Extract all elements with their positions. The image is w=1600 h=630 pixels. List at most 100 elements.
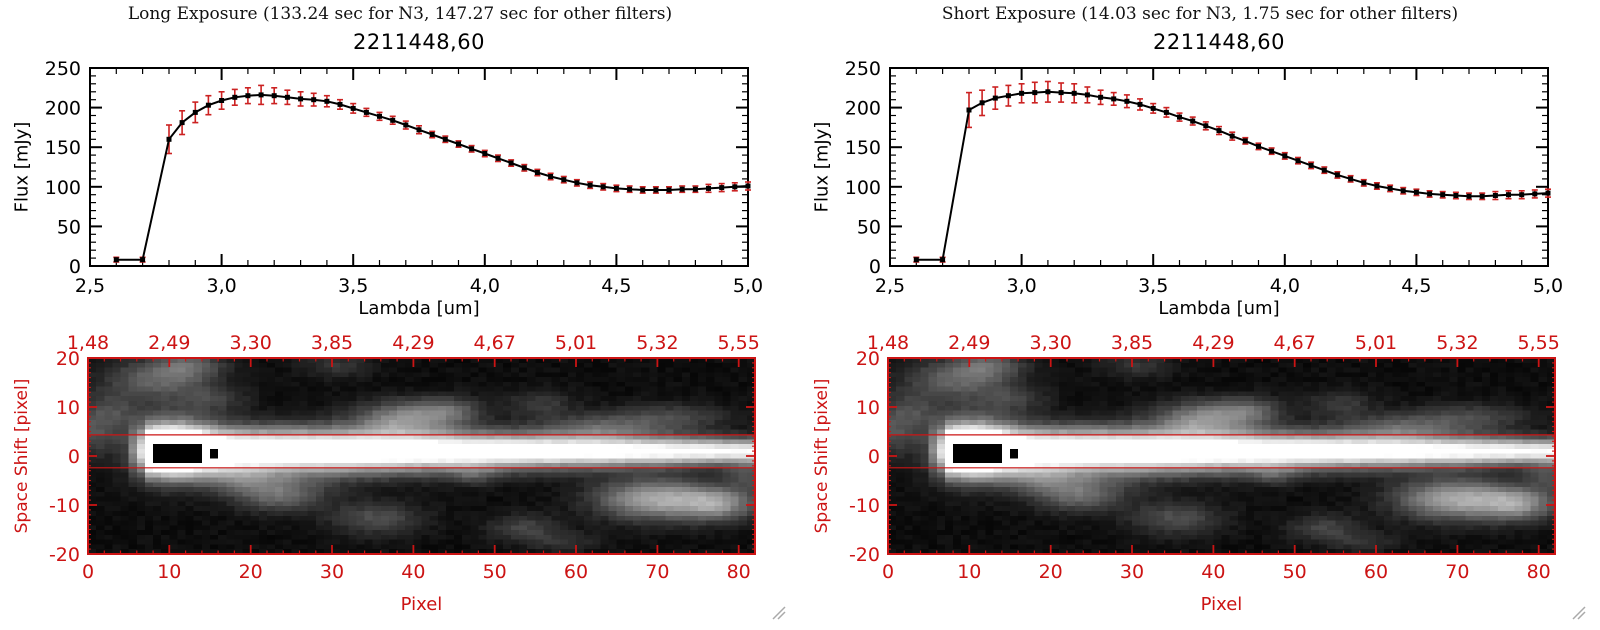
svg-text:-10: -10 [49, 495, 80, 517]
svg-text:5,01: 5,01 [1355, 332, 1397, 354]
svg-text:4,0: 4,0 [1270, 275, 1300, 297]
svg-text:250: 250 [45, 58, 81, 80]
svg-text:3,30: 3,30 [230, 332, 272, 354]
svg-text:3,0: 3,0 [1006, 275, 1036, 297]
svg-text:20: 20 [1039, 561, 1063, 583]
image-tick-labels: 1,48 0 2,49 10 3,30 20 3,85 30 4,29 40 4,67 50 5,01 6… [849, 332, 1560, 583]
svg-text:3,5: 3,5 [338, 275, 368, 297]
image-x-axis-label: Pixel [1200, 594, 1243, 615]
svg-text:20: 20 [56, 348, 80, 370]
image-tick-labels: 1,48 0 2,49 10 3,30 20 3,85 30 4,29 40 4,67 50 5,01 6… [49, 332, 760, 583]
svg-text:30: 30 [1120, 561, 1144, 583]
svg-text:50: 50 [1283, 561, 1307, 583]
svg-text:2,5: 2,5 [875, 275, 905, 297]
svg-text:10: 10 [56, 397, 80, 419]
spectral-image [888, 358, 1555, 554]
svg-text:4,5: 4,5 [601, 275, 631, 297]
svg-text:4,29: 4,29 [392, 332, 434, 354]
svg-text:200: 200 [45, 98, 81, 120]
svg-text:20: 20 [239, 561, 263, 583]
svg-text:150: 150 [45, 137, 81, 159]
svg-text:4,29: 4,29 [1192, 332, 1234, 354]
spectral-image-axes: 1,48 0 2,49 10 3,30 20 3,85 30 4,29 40 4,67 50 5,01 6… [49, 332, 760, 583]
spectral-image-axes: 1,48 0 2,49 10 3,30 20 3,85 30 4,29 40 4,67 50 5,01 6… [849, 332, 1560, 583]
svg-text:10: 10 [856, 397, 880, 419]
svg-text:5,0: 5,0 [733, 275, 763, 297]
svg-text:4,67: 4,67 [474, 332, 516, 354]
data-point-markers [913, 89, 1551, 263]
svg-text:50: 50 [857, 216, 881, 238]
image-x-axis-label: Pixel [400, 594, 443, 615]
svg-text:50: 50 [483, 561, 507, 583]
svg-text:10: 10 [157, 561, 181, 583]
svg-text:2,49: 2,49 [148, 332, 190, 354]
svg-text:2,49: 2,49 [948, 332, 990, 354]
image-y-axis-label: Space Shift [pixel] [812, 378, 832, 534]
svg-text:100: 100 [845, 177, 881, 199]
svg-text:30: 30 [320, 561, 344, 583]
svg-text:200: 200 [845, 98, 881, 120]
svg-text:4,0: 4,0 [470, 275, 500, 297]
svg-text:3,0: 3,0 [206, 275, 236, 297]
svg-text:0: 0 [69, 256, 81, 278]
exposure-panel-long: Long Exposure (133.24 sec for N3, 147.27… [12, 4, 788, 622]
svg-text:3,85: 3,85 [1111, 332, 1153, 354]
resize-grip[interactable] [770, 604, 788, 622]
svg-text:5,32: 5,32 [636, 332, 678, 354]
svg-text:-10: -10 [849, 495, 880, 517]
svg-text:250: 250 [845, 58, 881, 80]
svg-text:3,30: 3,30 [1030, 332, 1072, 354]
svg-text:40: 40 [1201, 561, 1225, 583]
spectrum-frame [889, 67, 1549, 267]
resize-grip[interactable] [1570, 604, 1588, 622]
spectrum-plot: 2,5 3,0 3,5 4,0 4,5 5,0 0 50 100 150 200 250 [45, 58, 763, 297]
svg-text:20: 20 [856, 348, 880, 370]
svg-text:80: 80 [1527, 561, 1551, 583]
spectrum-tick-labels: 2,5 3,0 3,5 4,0 4,5 5,0 0 50 100 150 200 250 [45, 58, 763, 297]
panel-title: Short Exposure (14.03 sec for N3, 1.75 s… [941, 4, 1459, 24]
spectrum-x-axis-label: Lambda [um] [1158, 298, 1280, 319]
panel-title: Long Exposure (133.24 sec for N3, 147.27… [127, 4, 673, 24]
svg-text:2,5: 2,5 [75, 275, 105, 297]
spectrum-x-axis-label: Lambda [um] [358, 298, 480, 319]
svg-text:100: 100 [45, 177, 81, 199]
svg-text:-20: -20 [49, 544, 80, 566]
svg-text:0: 0 [82, 561, 94, 583]
svg-text:4,5: 4,5 [1401, 275, 1431, 297]
svg-text:60: 60 [1364, 561, 1388, 583]
spectral-image [88, 358, 755, 554]
svg-text:-20: -20 [849, 544, 880, 566]
svg-text:5,0: 5,0 [1533, 275, 1563, 297]
spectrum-line [916, 90, 1549, 261]
svg-text:5,55: 5,55 [718, 332, 760, 354]
svg-text:80: 80 [727, 561, 751, 583]
spectrum-tick-labels: 2,5 3,0 3,5 4,0 4,5 5,0 0 50 100 150 200 250 [845, 58, 1563, 297]
svg-text:3,85: 3,85 [311, 332, 353, 354]
aperture-lines [88, 434, 755, 469]
svg-text:70: 70 [1445, 561, 1469, 583]
svg-text:5,32: 5,32 [1436, 332, 1478, 354]
svg-text:5,55: 5,55 [1518, 332, 1560, 354]
aperture-lines [888, 434, 1555, 469]
spectrum-plot: 2,5 3,0 3,5 4,0 4,5 5,0 0 50 100 150 200 250 [845, 58, 1563, 297]
spectrum-line [116, 93, 749, 261]
svg-text:10: 10 [957, 561, 981, 583]
svg-text:1,48: 1,48 [67, 332, 109, 354]
image-frame [887, 357, 1556, 555]
spectrum-title: 2211448,60 [353, 30, 485, 54]
image-frame [87, 357, 756, 555]
spectrum-title: 2211448,60 [1153, 30, 1285, 54]
svg-text:5,01: 5,01 [555, 332, 597, 354]
svg-text:60: 60 [564, 561, 588, 583]
svg-text:0: 0 [869, 256, 881, 278]
exposure-panel-short: Short Exposure (14.03 sec for N3, 1.75 s… [800, 0, 1600, 630]
svg-text:70: 70 [645, 561, 669, 583]
svg-text:0: 0 [882, 561, 894, 583]
svg-text:4,67: 4,67 [1274, 332, 1316, 354]
svg-text:0: 0 [868, 446, 880, 468]
spectrum-frame [89, 67, 749, 267]
svg-text:40: 40 [401, 561, 425, 583]
svg-text:3,5: 3,5 [1138, 275, 1168, 297]
svg-text:0: 0 [68, 446, 80, 468]
error-bars [913, 80, 1551, 263]
